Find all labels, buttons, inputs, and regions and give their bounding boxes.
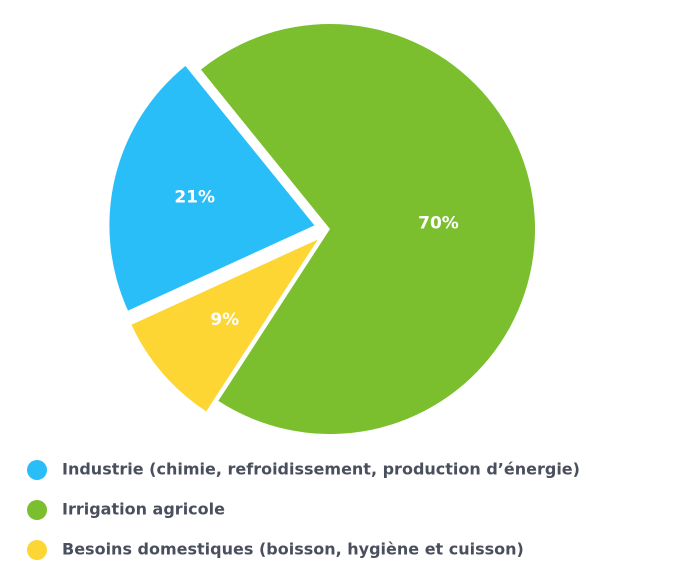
pie-slice	[200, 23, 535, 434]
slice-label: 9%	[210, 310, 239, 330]
slice-label: 70%	[418, 213, 459, 233]
pie-slice	[131, 239, 318, 412]
legend-marker	[27, 500, 47, 520]
pie-slice	[109, 66, 315, 311]
slice-label: 21%	[174, 187, 215, 207]
legend-label: Industrie (chimie, refroidissement, prod…	[62, 460, 580, 479]
legend-label: Besoins domestiques (boisson, hygiène et…	[62, 540, 524, 559]
legend-marker	[27, 460, 47, 480]
legend-label: Irrigation agricole	[62, 500, 225, 519]
legend-marker	[27, 540, 47, 560]
